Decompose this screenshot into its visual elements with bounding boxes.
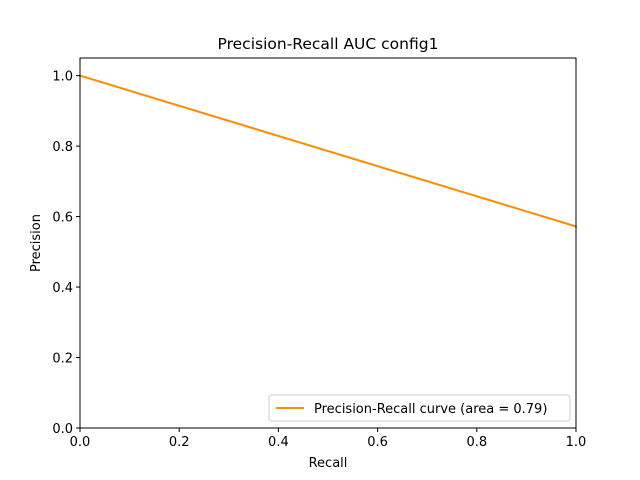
y-tick-label: 0.4	[52, 281, 73, 296]
x-tick-label: 0.4	[268, 435, 289, 450]
plot-area	[78, 74, 578, 228]
y-tick-label: 0.6	[52, 211, 73, 226]
y-tick-label: 0.0	[52, 422, 73, 437]
x-axis-label: Recall	[309, 456, 348, 471]
legend-box	[268, 394, 571, 422]
x-tick-label: 0.8	[466, 435, 487, 450]
plot-frame	[79, 57, 577, 429]
y-axis-label: Precision	[29, 214, 44, 272]
y-tick-label: 0.2	[52, 352, 73, 367]
x-tick-label: 1.0	[566, 435, 587, 450]
y-tick-label: 0.8	[52, 140, 73, 155]
series-line-0	[78, 74, 578, 228]
y-tick-label: 1.0	[52, 70, 73, 85]
x-tick-label: 0.2	[169, 435, 190, 450]
chart-title: Precision-Recall AUC config1	[218, 35, 439, 53]
legend: Precision-Recall curve (area = 0.79)	[268, 394, 571, 422]
x-tick-label: 0.0	[70, 435, 91, 450]
x-tick-label: 0.6	[367, 435, 388, 450]
legend-label: Precision-Recall curve (area = 0.79)	[314, 402, 547, 417]
